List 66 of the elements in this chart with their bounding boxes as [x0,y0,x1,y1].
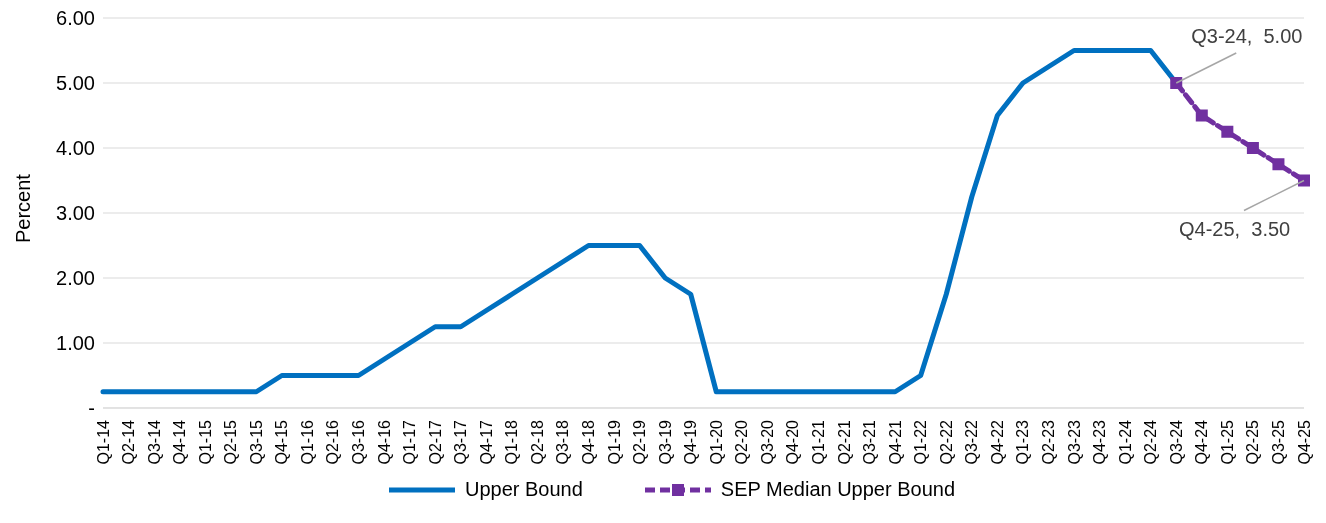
x-tick-label: Q2-16 [324,419,342,465]
x-tick-label: Q3-18 [554,419,572,465]
x-tick-label: Q2-22 [937,419,955,465]
x-tick-label: Q4-24 [1193,419,1211,465]
x-tick-label: Q1-15 [196,419,214,465]
y-tick-label: 4.00 [56,137,95,160]
x-tick-label: Q1-22 [912,419,930,465]
x-tick-label: Q1-23 [1014,419,1032,465]
y-tick-label: 3.00 [56,202,95,225]
x-tick-label: Q3-21 [861,419,879,465]
x-tick-label: Q3-20 [758,419,776,465]
x-tick-label: Q1-21 [809,419,827,465]
point [1298,174,1310,187]
x-tick-label: Q1-14 [94,419,112,465]
point [1221,125,1234,138]
x-tick-label: Q2-17 [426,419,444,465]
point [1195,109,1208,122]
x-tick-label: Q1-25 [1218,419,1236,465]
x-tick-label: Q4-18 [580,419,598,465]
x-tick-label: Q3-22 [963,419,981,465]
x-tick-label: Q4-16 [375,419,393,465]
y-tick-label: 1.00 [56,332,95,355]
x-tick-label: Q4-22 [988,419,1006,465]
x-tick-label: Q4-21 [886,419,904,465]
x-tick-label: Q3-14 [145,419,163,465]
annotation: Q3-24, 5.00 [1191,25,1303,47]
x-tick-label: Q4-19 [682,419,700,465]
x-tick-label: Q2-15 [222,419,240,465]
point [1272,158,1285,171]
x-tick-label: Q4-25 [1295,419,1313,465]
x-tick-label: Q2-18 [528,419,546,465]
x-tick-label: Q3-24 [1167,419,1185,465]
x-tick-label: Q1-24 [1116,419,1134,465]
x-tick-label: Q1-16 [298,419,316,465]
x-tick-label: Q2-21 [835,419,853,465]
x-tick-label: Q4-15 [273,419,291,465]
x-tick-label: Q2-25 [1244,419,1262,465]
point [1246,142,1259,154]
x-tick-label: Q1-19 [605,419,623,465]
x-tick-label: Q3-17 [452,419,470,465]
x-tick-label: Q4-17 [477,419,495,465]
x-tick-label: Q3-23 [1065,419,1083,465]
x-tick-label: Q3-16 [350,419,368,465]
y-tick-label: 5.00 [56,72,95,95]
y-tick-label: 6.00 [56,7,95,30]
annotation: Q4-25, 3.50 [1179,217,1291,240]
x-tick-label: Q2-23 [1039,419,1057,465]
x-tick-label: Q2-24 [1142,419,1160,465]
x-tick-label: Q3-25 [1269,419,1287,465]
y-tick-label: - [88,397,95,420]
y-axis-title: Percent [12,173,35,243]
y-tick-label: 2.00 [56,267,95,290]
x-tick-label: Q3-19 [656,419,674,465]
x-tick-label: Q2-20 [733,419,751,465]
x-tick-label: Q2-14 [120,419,138,465]
x-tick-label: Q1-18 [503,419,521,465]
legend-label: SEP Median Upper Bound [720,478,956,501]
x-tick-label: Q3-15 [247,419,265,465]
x-tick-label: Q4-20 [784,419,802,465]
x-tick-label: Q2-19 [631,419,649,465]
x-tick-label: Q4-23 [1091,419,1109,465]
legend-label: Upper Bound [464,478,583,501]
x-tick-label: Q1-17 [401,419,419,465]
x-tick-label: Q4-14 [171,419,189,465]
x-tick-label: Q1-20 [707,419,725,465]
point [1170,77,1183,89]
